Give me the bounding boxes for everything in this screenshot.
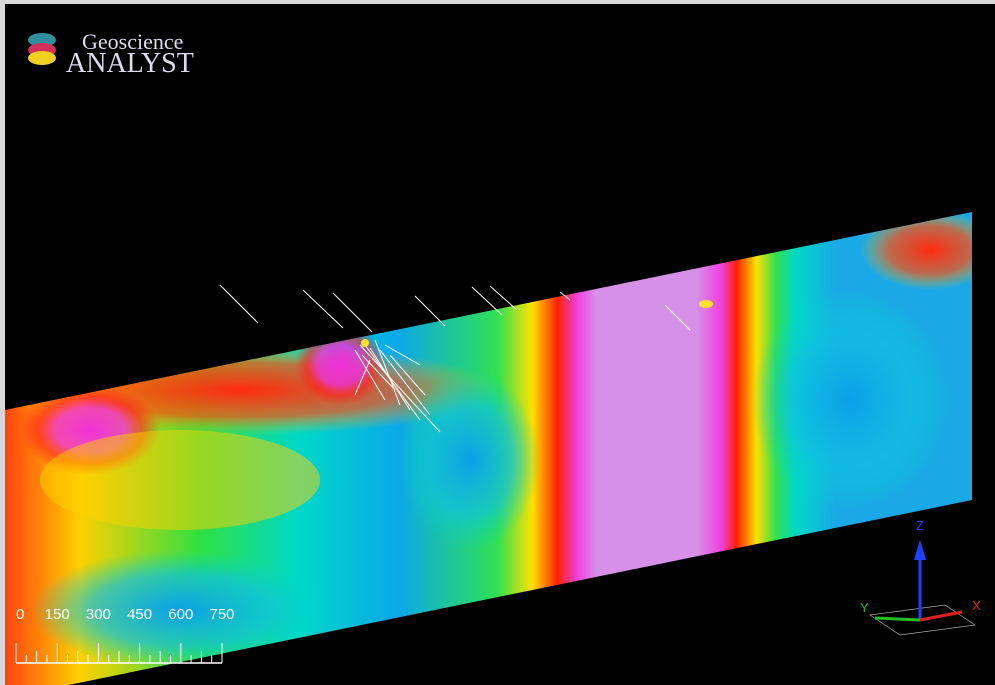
scale-label: 300	[86, 606, 111, 623]
logo-subtitle: ANALYST	[66, 48, 194, 79]
scale-label: 450	[127, 606, 152, 623]
scale-label: 150	[45, 606, 70, 623]
logo: Geoscience ANALYST	[28, 29, 194, 79]
axis-label: X	[972, 598, 981, 613]
scale-label: 0	[16, 606, 24, 623]
axis-triad: Z X Y	[860, 518, 981, 636]
top-border	[0, 0, 995, 4]
marker	[699, 300, 713, 308]
scale-label: 750	[209, 606, 234, 623]
marker	[361, 339, 369, 347]
scale-bar: 0 150 300 450 600 750	[15, 606, 235, 664]
left-border	[0, 0, 5, 685]
axis-label: Y	[860, 600, 869, 615]
axis-label: Z	[916, 518, 924, 533]
drillholes	[219, 284, 691, 433]
scale-label: 600	[168, 606, 193, 623]
logo-title: Geoscience	[82, 29, 183, 54]
